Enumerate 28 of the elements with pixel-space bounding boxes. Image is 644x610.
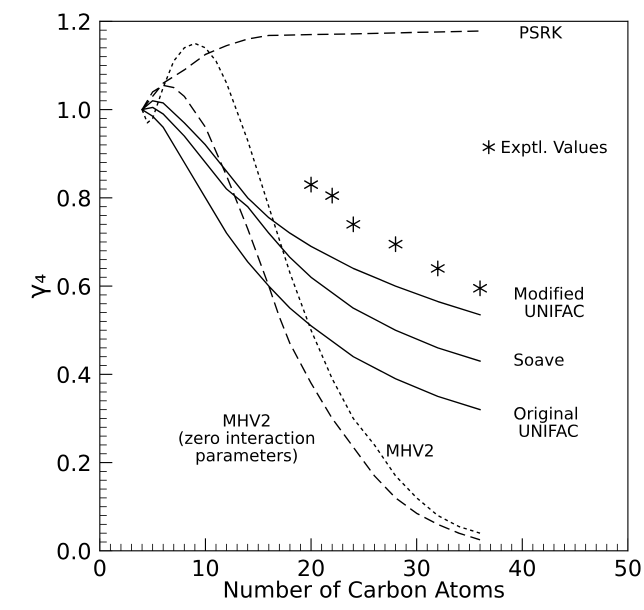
point <box>473 280 488 296</box>
y-tick-label: 0.6 <box>58 278 90 295</box>
x-tick-label: 20 <box>298 560 324 576</box>
y-tick-label: 0.4 <box>58 366 90 384</box>
x-tick-label: 0 <box>94 560 106 576</box>
y-tick-label: 0.0 <box>58 542 90 560</box>
y-tick-label: 1.0 <box>58 102 90 118</box>
annotation: Modified UNIFAC <box>515 286 584 318</box>
annotation: Soave <box>514 353 564 366</box>
legend-label: Exptl. Values <box>502 140 607 156</box>
x-tick-label: 30 <box>404 560 430 576</box>
point <box>304 176 318 193</box>
x-tick-label: 10 <box>194 560 218 576</box>
point <box>430 260 445 276</box>
x-axis-title: Number of Carbon Atoms <box>224 580 504 598</box>
annotation: MHV2 (zero interaction parameters) <box>179 414 314 465</box>
point <box>325 188 340 204</box>
y-axis-title: γ₄ <box>32 274 51 298</box>
y-tick-label: 0.8 <box>58 190 90 207</box>
x-tick-label: 40 <box>509 560 535 576</box>
point <box>346 216 360 232</box>
annotation: Original UNIFAC <box>514 406 578 438</box>
x-tick-label: 50 <box>615 560 641 576</box>
annotation: MHV2 <box>387 444 433 456</box>
y-tick-label: 0.2 <box>58 454 90 472</box>
annotation: PSRK <box>520 26 562 39</box>
point <box>388 236 403 252</box>
y-tick-label: 1.2 <box>58 13 90 30</box>
